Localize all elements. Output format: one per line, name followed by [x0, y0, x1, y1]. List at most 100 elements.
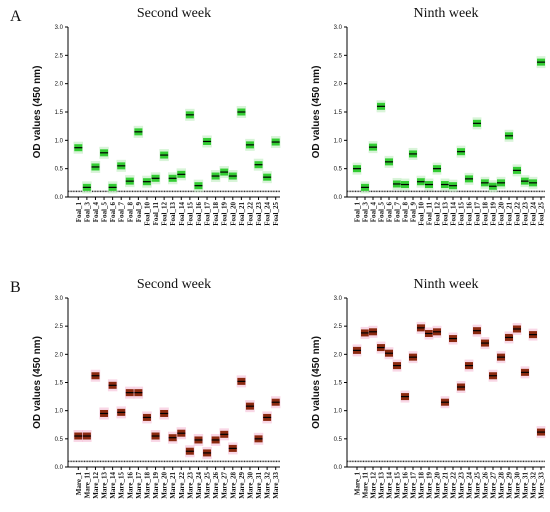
point	[167, 431, 178, 444]
point	[360, 326, 370, 339]
y-tick-label: 3.0	[55, 296, 64, 302]
x-tick-label: Foal_8	[126, 202, 134, 223]
x-tick-label: Mare_28	[498, 472, 506, 499]
y-tick-label: 1.5	[334, 110, 343, 116]
x-tick-label: Foal_21	[238, 202, 246, 226]
point	[245, 138, 255, 151]
x-tick-label: Mare_13	[378, 472, 386, 499]
point	[228, 442, 238, 455]
chart-title: Ninth week	[414, 6, 479, 21]
x-tick-label: Mare_30	[246, 472, 254, 499]
chart-title: Second week	[137, 277, 211, 292]
y-tick-label: 2.0	[334, 352, 343, 358]
point	[416, 175, 426, 188]
x-tick-label: Foal_24	[264, 202, 272, 226]
point	[360, 181, 370, 194]
x-tick-label: Foal_7	[118, 202, 126, 223]
point	[408, 147, 418, 160]
x-tick-label: Foal_19	[221, 202, 229, 226]
x-tick-label: Foal_8	[402, 202, 410, 223]
x-tick-label: Foal_11	[152, 202, 160, 226]
point	[159, 149, 169, 162]
point	[472, 324, 482, 337]
point	[440, 396, 450, 409]
point	[219, 428, 229, 441]
x-tick-label: Mare_32	[264, 472, 272, 499]
point	[400, 390, 410, 403]
y-axis-label: OD values (450 nm)	[311, 336, 322, 429]
x-tick-label: Mare_29	[506, 472, 514, 499]
x-tick-label: Mare_23	[458, 472, 466, 499]
x-tick-label: Mare_19	[152, 472, 160, 499]
x-tick-label: Foal_1	[354, 202, 362, 223]
x-tick-label: Mare_26	[212, 472, 220, 499]
point	[270, 396, 281, 409]
point	[464, 172, 474, 185]
x-tick-label: Foal_13	[169, 202, 177, 226]
y-tick-label: 0.5	[55, 167, 64, 173]
x-tick-label: Foal_5	[378, 202, 386, 223]
y-tick-label: 1.0	[55, 409, 64, 415]
x-tick-label: Foal_4	[370, 202, 378, 223]
y-tick-label: 1.5	[334, 381, 343, 387]
point	[202, 135, 212, 148]
y-tick-label: 2.0	[55, 352, 64, 358]
y-tick-label: 3.0	[334, 25, 343, 31]
x-tick-label: Foal_16	[466, 202, 474, 226]
x-tick-label: Foal_21	[506, 202, 514, 226]
point	[116, 406, 126, 419]
x-tick-label: Foal_4	[92, 202, 100, 223]
point	[456, 145, 466, 158]
chart-title: Second week	[137, 6, 211, 21]
point	[488, 369, 498, 382]
point	[512, 164, 522, 177]
x-tick-label: Foal_25	[538, 202, 546, 226]
x-tick-label: Mare_14	[109, 472, 117, 499]
x-tick-label: Foal_23	[522, 202, 530, 226]
point	[352, 162, 362, 175]
x-tick-label: Mare_21	[169, 472, 177, 499]
point	[219, 166, 229, 179]
x-tick-label: Foal_13	[442, 202, 450, 226]
x-tick-label: Mare_23	[186, 472, 194, 499]
x-tick-label: Mare_28	[229, 472, 237, 499]
x-tick-label: Mare_25	[474, 472, 482, 499]
point	[150, 172, 161, 185]
y-tick-label: 2.0	[334, 82, 343, 88]
point	[496, 351, 506, 364]
point	[416, 321, 426, 334]
x-tick-label: Foal_9	[135, 202, 143, 223]
panel-label: A	[10, 8, 22, 25]
x-tick-label: Foal_15	[186, 202, 194, 226]
point	[496, 176, 506, 189]
y-tick-label: 0.0	[334, 195, 343, 201]
point	[368, 325, 378, 338]
x-tick-label: Mare_33	[272, 472, 280, 499]
point	[253, 158, 264, 171]
x-tick-label: Mare_33	[538, 472, 546, 499]
x-tick-label: Mare_18	[143, 472, 151, 499]
y-tick-label: 3.0	[334, 296, 343, 302]
x-tick-label: Foal_18	[212, 202, 220, 226]
point	[456, 381, 466, 394]
x-tick-label: Mare_31	[255, 472, 263, 499]
point	[125, 175, 135, 188]
point	[99, 146, 109, 159]
point	[520, 366, 530, 379]
x-tick-label: Foal_15	[458, 202, 466, 226]
point	[245, 400, 255, 413]
x-tick-label: Mare_1	[354, 472, 362, 496]
point	[520, 175, 530, 188]
point	[159, 407, 169, 420]
point	[82, 430, 92, 443]
point	[133, 125, 144, 138]
point	[236, 106, 247, 118]
x-tick-label: Mare_24	[466, 472, 474, 499]
x-tick-label: Foal_14	[178, 202, 186, 226]
y-axis-label: OD values (450 nm)	[32, 336, 43, 429]
point	[432, 325, 442, 338]
x-tick-label: Mare_18	[418, 472, 426, 499]
x-tick-label: Foal_12	[434, 202, 442, 226]
point	[262, 171, 272, 184]
